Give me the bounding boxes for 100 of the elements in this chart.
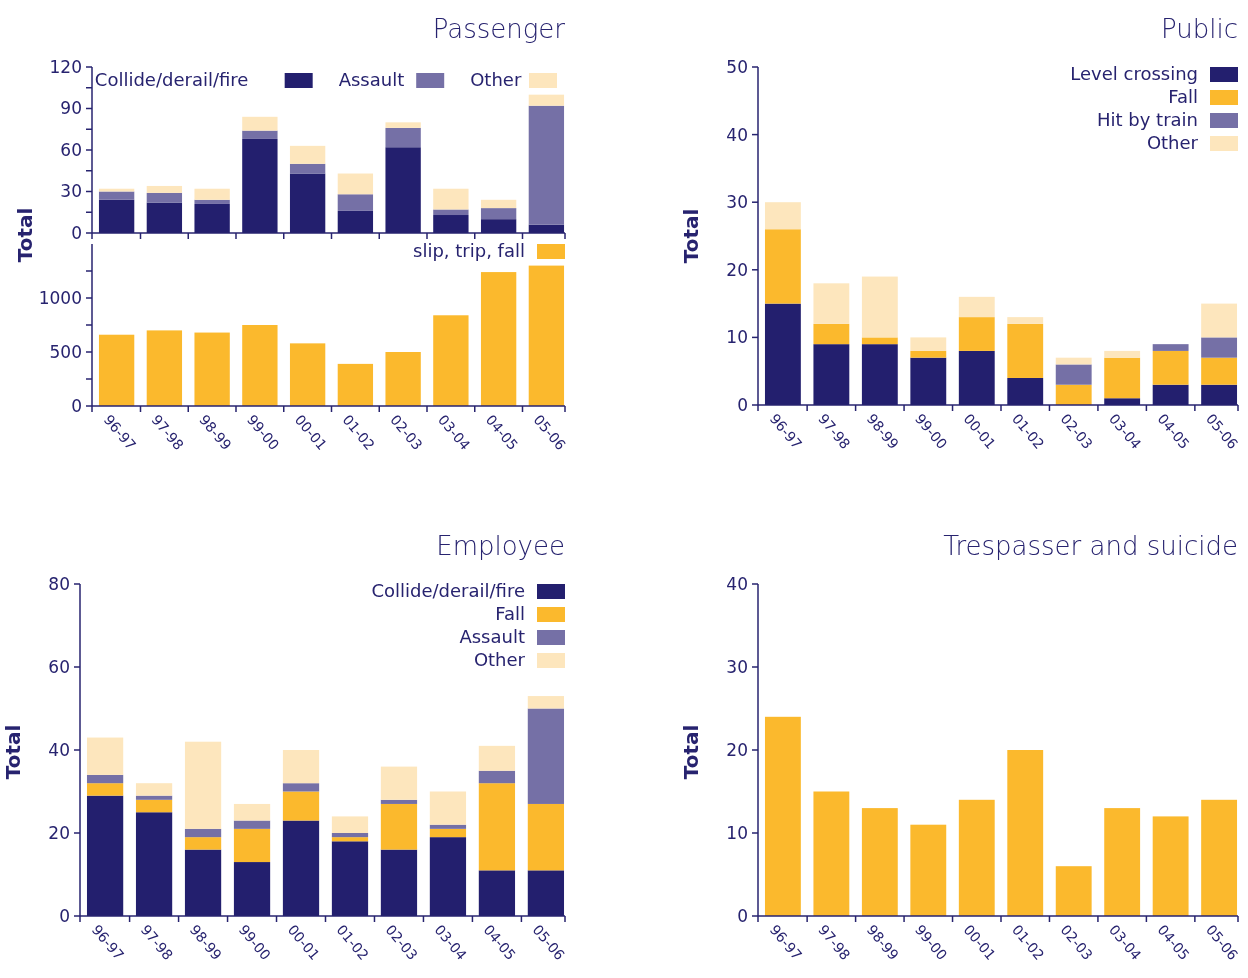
legend-label: Level crossing <box>1070 63 1198 84</box>
bar <box>1152 344 1189 351</box>
bar <box>86 774 124 784</box>
bar <box>429 828 467 838</box>
bar <box>813 283 850 324</box>
bar <box>478 783 516 871</box>
bar <box>958 296 995 318</box>
bar <box>1152 350 1189 385</box>
bar <box>233 828 271 863</box>
bar <box>480 272 517 406</box>
bar <box>1201 799 1238 916</box>
bar <box>135 783 173 796</box>
bar <box>764 716 801 916</box>
y-tick-label: 20 <box>726 739 748 760</box>
bar <box>385 127 421 148</box>
chart-title: Trespasser and suicide <box>943 531 1238 561</box>
bar <box>331 816 369 833</box>
legend-label: Other <box>473 649 526 670</box>
bar <box>910 824 947 916</box>
y-tick-label: 20 <box>48 822 70 843</box>
bar <box>764 202 801 230</box>
bar <box>1104 357 1141 399</box>
y-tick-label: 60 <box>60 139 82 160</box>
bar <box>282 750 320 784</box>
bar <box>184 741 222 829</box>
bar <box>910 337 947 351</box>
bar <box>813 323 850 345</box>
y-axis-title: Total <box>679 724 703 780</box>
chart-title: Public <box>1161 14 1238 44</box>
y-tick-label: 1000 <box>38 287 82 308</box>
y-tick-label: 10 <box>726 822 748 843</box>
y-tick-label: 0 <box>71 222 82 243</box>
bar <box>861 808 898 916</box>
y-axis-title: Total <box>1 724 25 780</box>
bar <box>242 130 278 139</box>
legend-label: Collide/derail/fire <box>371 580 525 601</box>
bar <box>86 783 124 796</box>
bar <box>385 352 421 406</box>
bar <box>242 325 278 406</box>
legend-label: Other <box>1146 132 1199 153</box>
bar <box>146 330 183 406</box>
bar <box>958 799 995 916</box>
bar <box>478 745 516 771</box>
y-tick-label: 30 <box>726 656 748 677</box>
chart-title: Employee <box>436 531 565 561</box>
bar <box>861 337 898 345</box>
bar <box>337 363 374 406</box>
bar <box>480 199 517 209</box>
y-tick-label: 0 <box>71 395 82 416</box>
bar <box>184 837 222 850</box>
bar <box>1201 337 1238 358</box>
bar <box>98 334 135 406</box>
legend-label: Assault <box>338 69 405 90</box>
y-tick-label: 0 <box>737 905 748 926</box>
bar <box>1055 384 1092 405</box>
bar <box>233 803 271 821</box>
bar <box>146 192 183 203</box>
bar <box>1055 364 1092 385</box>
bar <box>1152 816 1189 916</box>
bar <box>527 696 565 709</box>
bar <box>98 188 135 192</box>
y-tick-label: 0 <box>59 905 70 926</box>
bar <box>331 833 369 838</box>
legend-label: slip, trip, fall <box>413 240 525 261</box>
chart-title: Passenger <box>432 14 566 44</box>
y-tick-label: 40 <box>48 739 70 760</box>
bar <box>380 766 418 800</box>
bar <box>910 350 947 358</box>
bar <box>861 276 898 338</box>
bar <box>337 173 374 195</box>
bar <box>1104 808 1141 916</box>
bar <box>429 824 467 829</box>
y-tick-label: 90 <box>60 98 82 119</box>
y-tick-label: 30 <box>60 181 82 202</box>
bar <box>480 208 517 220</box>
y-tick-label: 120 <box>49 56 82 77</box>
y-tick-label: 30 <box>726 192 748 213</box>
bar <box>429 791 467 825</box>
y-tick-label: 500 <box>49 341 82 362</box>
bar <box>528 265 565 406</box>
bar <box>433 188 469 210</box>
bar <box>1007 750 1044 916</box>
y-tick-label: 10 <box>726 327 748 348</box>
bar <box>1201 303 1238 338</box>
y-axis-title: Total <box>679 208 703 264</box>
bar <box>135 799 173 813</box>
bar <box>433 315 469 406</box>
y-tick-label: 40 <box>726 124 748 145</box>
bar <box>194 188 230 200</box>
bar <box>528 94 565 106</box>
legend-label: Fall <box>1168 86 1198 107</box>
bar <box>527 803 565 871</box>
bar <box>194 199 230 204</box>
bar <box>184 828 222 838</box>
bar <box>289 145 326 164</box>
y-tick-label: 50 <box>726 56 748 77</box>
bar <box>146 185 183 193</box>
legend-label: Fall <box>495 603 525 624</box>
bar <box>958 317 995 351</box>
bar <box>1055 866 1092 916</box>
